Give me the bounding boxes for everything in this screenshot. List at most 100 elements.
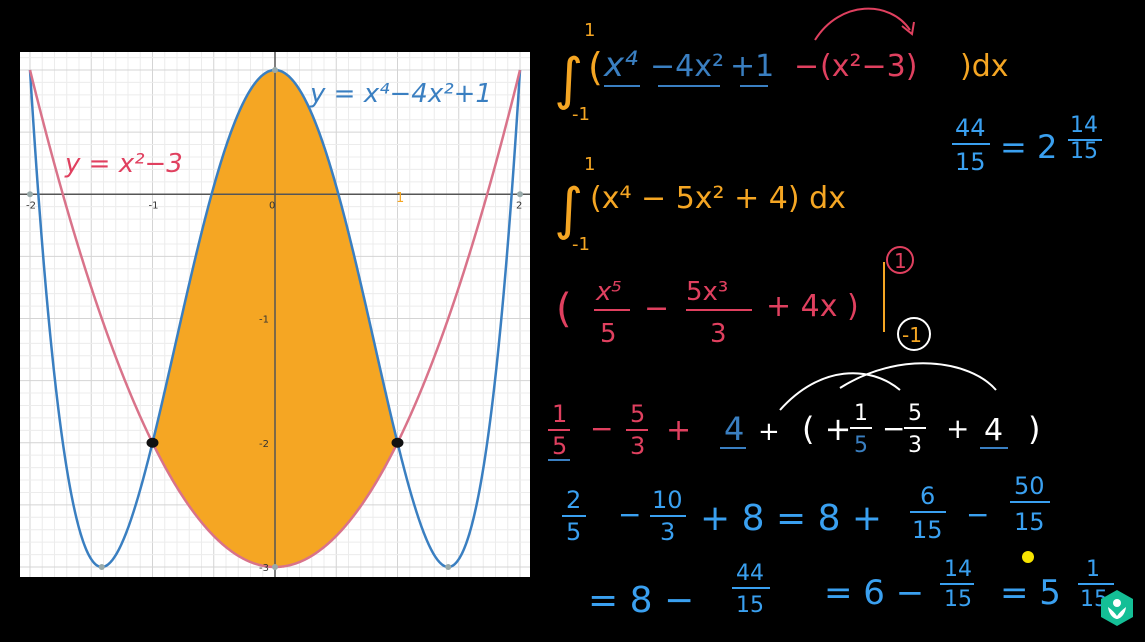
grey-marker	[272, 67, 278, 73]
evaluation-line: 1 5 − 5 3 + 4 + ( + 1 5 − 5 3 + 4 )	[548, 362, 1040, 461]
l6-f2-den: 15	[944, 587, 972, 612]
l4-f3-den: 5	[854, 433, 868, 458]
l6-f1-num: 44	[736, 561, 764, 586]
lower-limit: -1	[572, 104, 590, 125]
l4-four-2: 4	[984, 413, 1003, 448]
side-equals: = 2	[1000, 128, 1057, 166]
l4-four: 4	[724, 410, 744, 448]
x-tick-label: -2	[26, 200, 36, 211]
intersection-points	[27, 67, 523, 570]
l4-f2-num: 5	[630, 400, 645, 428]
l5-rest: + 8 = 8 +	[700, 498, 882, 539]
integral-line-2: ∫ 1 -1 (x⁴ − 5x² + 4) dx	[554, 154, 846, 255]
y-tick-label: -3	[259, 563, 269, 574]
l4-minus: −	[590, 412, 613, 445]
l4-close: )	[1028, 410, 1040, 448]
l6-c: = 5	[1000, 573, 1061, 613]
l4-plus-3: +	[946, 412, 969, 445]
khan-academy-logo	[1097, 588, 1137, 628]
term-plus1: +1	[730, 49, 774, 84]
l4-plus-2: +	[758, 417, 780, 447]
open-paren-3: (	[556, 286, 572, 332]
l4-f4-den: 3	[908, 433, 922, 458]
minus-3: −	[644, 291, 669, 326]
orange-one-label: 1	[396, 191, 404, 206]
l6-b: = 6 −	[824, 573, 924, 613]
frac2-den: 3	[710, 319, 727, 349]
l4-f2-den: 3	[630, 432, 645, 460]
axes	[20, 52, 530, 577]
grey-marker	[517, 191, 523, 198]
side-mixed-num: 14	[1070, 113, 1098, 138]
frac2-num: 5x³	[686, 277, 728, 307]
l6-f2-num: 14	[944, 557, 972, 582]
l4-f4-num: 5	[908, 401, 922, 426]
l5-f3-num: 6	[920, 482, 935, 510]
eval-lower: -1	[902, 323, 922, 347]
l5-f1-den: 5	[566, 518, 581, 546]
upper-limit: 1	[584, 20, 595, 41]
l5-minus: −	[618, 498, 641, 531]
simplify-line: 2 5 − 10 3 + 8 = 8 + 6 15 − 50 15	[562, 472, 1050, 546]
l6-f1-den: 15	[736, 593, 764, 618]
side-result: 44 15 = 2 14 15	[952, 113, 1102, 176]
integral-sign-2: ∫	[554, 177, 583, 242]
arrow-1-head	[901, 21, 915, 36]
l5-f4-num: 50	[1014, 472, 1045, 500]
arrow-3	[839, 362, 997, 391]
l5-f2-den: 3	[660, 518, 675, 546]
grey-marker	[445, 564, 452, 570]
side-num: 44	[955, 114, 986, 142]
l4-f1-den: 5	[552, 432, 567, 460]
grey-marker	[272, 564, 278, 570]
l4-plus: +	[666, 413, 691, 448]
x-tick-label: 0	[269, 200, 275, 211]
open-paren: (	[588, 45, 603, 89]
side-den: 15	[955, 148, 986, 176]
term-4x2: −4x²	[650, 49, 724, 84]
l5-f1-num: 2	[566, 486, 581, 514]
term-x2-minus-3: (x²−3)	[820, 49, 917, 84]
grey-marker	[98, 564, 105, 570]
frac1-num: x⁵	[595, 277, 622, 307]
dx-tail: )dx	[960, 49, 1009, 84]
l5-minus-2: −	[966, 498, 989, 531]
intersection-point	[146, 437, 159, 448]
side-mixed-den: 15	[1070, 139, 1098, 164]
l5-f4-den: 15	[1014, 508, 1045, 536]
l4-f1-num: 1	[552, 400, 567, 428]
l5-f3-den: 15	[912, 516, 943, 544]
y-tick-label: -2	[259, 439, 269, 450]
antiderivative-line: ( x⁵ 5 − 5x³ 3 + 4x ) 1 -1	[556, 246, 931, 351]
lower-limit-2: -1	[572, 234, 590, 255]
result-line: = 8 − 44 15 = 6 − 14 15 = 5 1 15	[588, 551, 1114, 621]
l5-f2-num: 10	[652, 486, 683, 514]
l6-a: = 8 −	[588, 580, 694, 621]
arrow-2	[779, 372, 901, 411]
upper-limit-2: 1	[584, 154, 595, 175]
upper-circle	[886, 246, 914, 274]
l4-f3-num: 1	[854, 401, 868, 426]
yellow-cursor-dot	[1022, 551, 1034, 563]
l6-f3-num: 1	[1086, 557, 1100, 582]
grey-marker	[27, 191, 33, 198]
tail-3: + 4x )	[766, 289, 859, 324]
minus-sign: −	[794, 49, 819, 84]
l4-minus-2: −	[882, 412, 905, 445]
blue-curve-label: y = x⁴−4x²+1	[309, 79, 492, 109]
term-x4: x⁴	[603, 45, 638, 85]
integrand-2: (x⁴ − 5x² + 4) dx	[590, 181, 846, 216]
intersection-point	[391, 437, 404, 448]
x-tick-label: 2	[516, 200, 522, 211]
handwritten-notes: ∫ 1 -1 ( x⁴ −4x² +1 − (x²−3) )dx 44 15 =…	[548, 7, 1114, 621]
lower-circle	[897, 317, 931, 351]
integral-sign: ∫	[554, 47, 583, 112]
pink-curve-label: y = x²−3	[64, 149, 183, 179]
frac1-den: 5	[600, 319, 617, 349]
arrow-1	[814, 7, 911, 41]
graph-panel: -2 -1 0 2 -1 -2 -3 y = x⁴−4x²+1 y = x²−3 1	[20, 52, 530, 577]
eval-upper: 1	[894, 249, 907, 273]
function-graph: -2 -1 0 2 -1 -2 -3 y = x⁴−4x²+1 y = x²−3 1	[20, 52, 530, 577]
integral-line-1: ∫ 1 -1 ( x⁴ −4x² +1 − (x²−3) )dx	[554, 7, 1009, 125]
tick-labels: -2 -1 0 2 -1 -2 -3	[26, 200, 522, 574]
